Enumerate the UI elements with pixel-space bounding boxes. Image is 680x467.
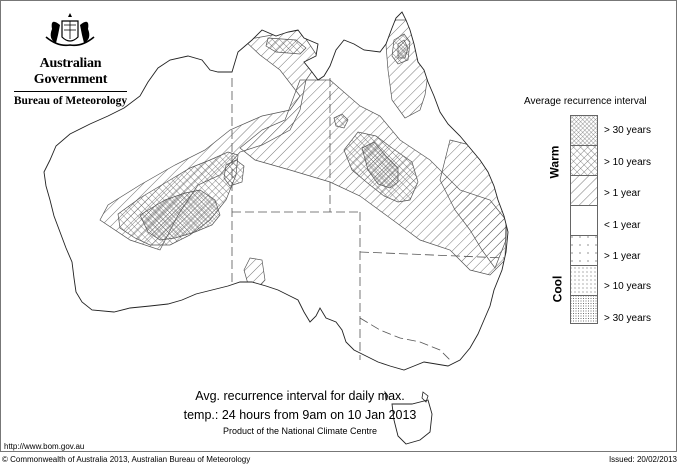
bom-logo: Australian Government Bureau of Meteorol… bbox=[8, 8, 133, 107]
cool-label: Cool bbox=[550, 275, 565, 303]
logo-divider bbox=[14, 91, 127, 92]
agency-name: Bureau of Meteorology bbox=[13, 95, 128, 107]
legend-label: > 10 years bbox=[604, 157, 651, 168]
caption-line-3: Product of the National Climate Centre bbox=[222, 426, 378, 436]
legend bbox=[570, 115, 598, 330]
legend-title: Average recurrence interval bbox=[524, 96, 647, 107]
tasmania bbox=[391, 399, 433, 445]
website-link[interactable]: http://www.bom.gov.au bbox=[4, 442, 85, 451]
warm-label: Warm bbox=[547, 145, 562, 179]
legend-label: > 1 year bbox=[604, 251, 641, 262]
org-name: Australian Government bbox=[33, 56, 108, 87]
legend-label: > 30 years bbox=[604, 125, 651, 136]
legend-swatch-cool-10 bbox=[570, 265, 598, 296]
legend-swatch-warm-1 bbox=[570, 175, 598, 206]
copyright-text: © Commonwealth of Australia 2013, Austra… bbox=[2, 455, 251, 464]
legend-label: > 30 years bbox=[604, 313, 651, 324]
legend-swatches bbox=[570, 115, 598, 324]
caption-line-1: Avg. recurrence interval for daily max. bbox=[195, 389, 405, 403]
caption-line-2: temp.: 24 hours from 9am on 10 Jan 2013 bbox=[183, 408, 417, 422]
issued-date: Issued: 20/02/2013 bbox=[608, 455, 677, 464]
legend-swatch-cool-1 bbox=[570, 235, 598, 266]
legend-swatch-cool-30 bbox=[570, 295, 598, 324]
coat-of-arms-icon bbox=[45, 13, 95, 47]
legend-label: > 10 years bbox=[604, 281, 651, 292]
legend-label: < 1 year bbox=[604, 220, 641, 231]
state-borders bbox=[231, 78, 506, 361]
legend-swatch-warm-30 bbox=[570, 115, 598, 146]
legend-swatch-neutral bbox=[570, 205, 598, 236]
legend-swatch-warm-10 bbox=[570, 145, 598, 176]
legend-label: > 1 year bbox=[604, 188, 641, 199]
